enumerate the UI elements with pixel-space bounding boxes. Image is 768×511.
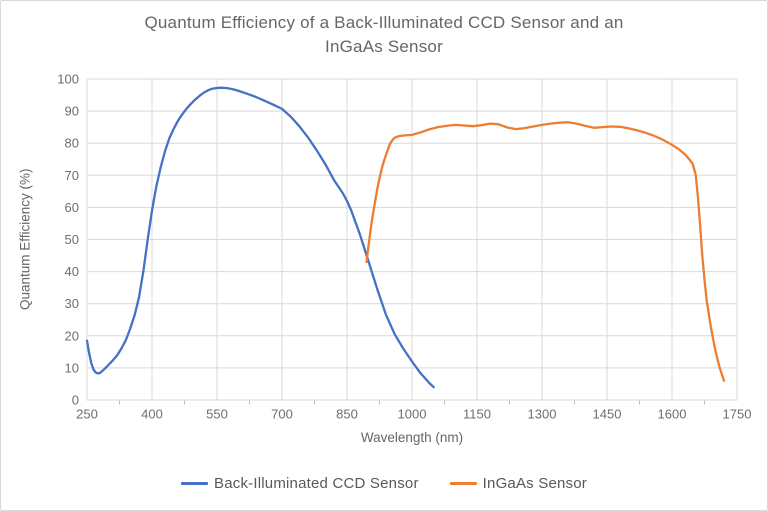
y-tick-label: 80 xyxy=(65,136,79,151)
x-tick-label: 700 xyxy=(271,407,293,422)
y-tick-label: 90 xyxy=(65,104,79,119)
x-tick-label: 1000 xyxy=(398,407,427,422)
y-tick-label: 100 xyxy=(57,72,79,87)
ingaas-series-label: InGaAs Sensor xyxy=(482,475,587,492)
y-tick-label: 50 xyxy=(65,232,79,247)
x-tick-label: 1150 xyxy=(463,407,491,422)
legend-item-ccd: Back-Illuminated CCD Sensor xyxy=(181,475,419,492)
chart-title-line-1: Quantum Efficiency of a Back-Illuminated… xyxy=(144,13,624,32)
ccd-series-label: Back-Illuminated CCD Sensor xyxy=(214,475,419,492)
legend: Back-Illuminated CCD Sensor InGaAs Senso… xyxy=(0,475,768,492)
x-tick-label: 850 xyxy=(336,407,358,422)
x-tick-label: 1450 xyxy=(593,407,622,422)
ingaas-series-line-swatch xyxy=(449,482,477,485)
x-axis-title: Wavelength (nm) xyxy=(360,430,464,445)
y-axis-title: Quantum Efficiency (%) xyxy=(17,168,33,311)
x-tick-label: 250 xyxy=(76,407,98,422)
plot-area: 0 10 20 30 40 50 60 70 80 90 100 250 400 550 700 850 100… xyxy=(57,72,752,422)
chart-title: Quantum Efficiency of a Back-Illuminated… xyxy=(0,11,768,59)
y-tick-label: 70 xyxy=(65,168,79,183)
y-tick-label: 30 xyxy=(65,296,79,311)
y-tick-label: 0 xyxy=(72,393,79,408)
plot-border xyxy=(86,78,738,401)
x-tick-label: 400 xyxy=(141,407,163,422)
series-line-ingaas xyxy=(365,121,726,382)
y-tick-label: 20 xyxy=(65,328,79,343)
x-tick-label: 1600 xyxy=(658,407,687,422)
y-tick-label: 10 xyxy=(65,360,79,375)
x-tick-label: 550 xyxy=(206,407,228,422)
x-tick-label: 1300 xyxy=(528,407,557,422)
chart-title-line-2: InGaAs Sensor xyxy=(325,37,443,56)
ccd-series-line-swatch xyxy=(181,482,208,485)
x-tick-label: 1750 xyxy=(723,407,752,422)
legend-item-ingaas: InGaAs Sensor xyxy=(449,475,587,492)
y-tick-label: 60 xyxy=(65,200,79,215)
series-line-ccd xyxy=(85,86,435,389)
y-tick-label: 40 xyxy=(65,264,79,279)
